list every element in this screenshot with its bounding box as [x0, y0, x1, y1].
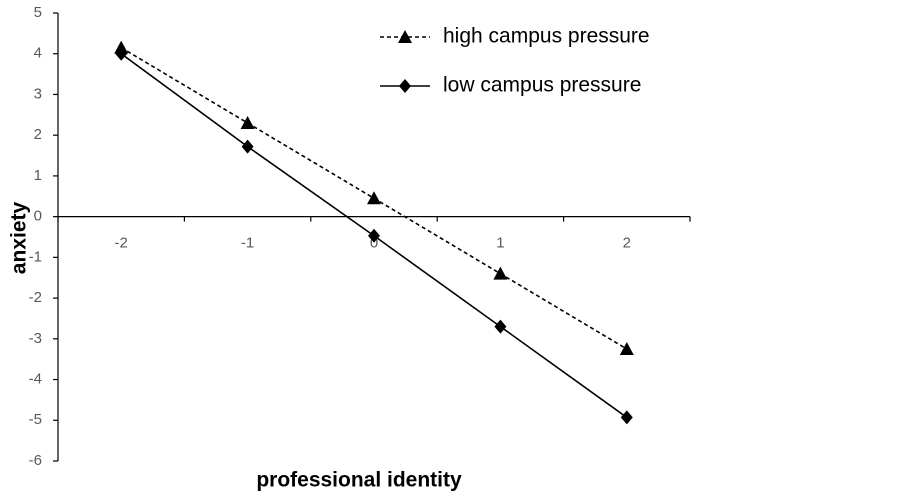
- legend-label: low campus pressure: [443, 74, 641, 97]
- y-tick-label: -4: [29, 371, 42, 388]
- point: [619, 342, 634, 355]
- point: [115, 46, 128, 61]
- point: [494, 319, 507, 334]
- legend-marker: [399, 79, 411, 93]
- y-tick-label: -6: [29, 452, 42, 469]
- y-tick-label: -2: [29, 289, 42, 306]
- y-tick-label: -5: [29, 411, 42, 428]
- x-tick-label: -1: [241, 235, 254, 252]
- y-tick-label: -3: [29, 330, 42, 347]
- y-tick-label: 5: [34, 4, 42, 21]
- y-tick-label: 2: [34, 126, 42, 143]
- point: [240, 115, 255, 129]
- x-axis-title: professional identity: [256, 469, 462, 492]
- x-tick-label: 1: [496, 235, 504, 252]
- y-tick-label: 1: [34, 167, 42, 184]
- y-tick-label: 0: [34, 208, 42, 225]
- point: [493, 266, 508, 280]
- legend-marker: [398, 30, 412, 43]
- y-tick-label: 4: [34, 45, 42, 62]
- x-tick-label: -2: [115, 235, 128, 252]
- legend-label: high campus pressure: [443, 25, 650, 48]
- x-tick-label: 0: [370, 235, 378, 252]
- y-tick-label: -1: [29, 248, 42, 265]
- point: [241, 139, 254, 154]
- y-axis-title: anxiety: [8, 201, 31, 274]
- point: [620, 410, 633, 425]
- point: [368, 228, 380, 243]
- point: [367, 191, 381, 205]
- y-tick-label: 3: [34, 85, 42, 102]
- x-tick-label: 2: [623, 235, 631, 252]
